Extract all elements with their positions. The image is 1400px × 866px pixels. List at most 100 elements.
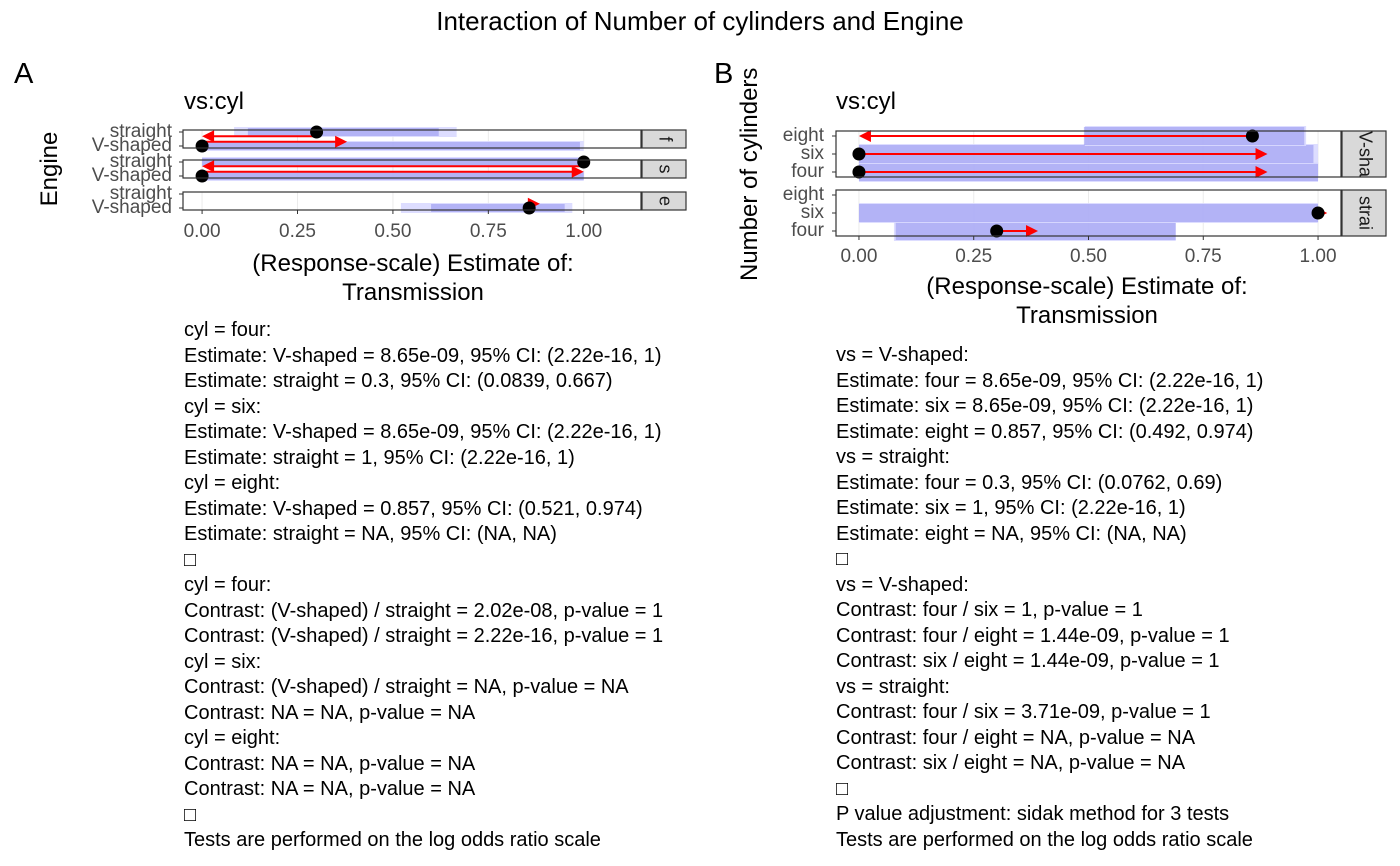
estimate-point — [852, 147, 866, 161]
y-tick-label: straight — [110, 121, 173, 142]
x-tick-label: 0.75 — [1185, 246, 1222, 267]
estimate-point — [577, 155, 591, 169]
facet-strip — [641, 129, 687, 149]
note-line: Tests are performed on the log odds rati… — [184, 829, 601, 851]
panel-a-xlabel: (Response-scale) Estimate of: Transmissi… — [180, 249, 646, 307]
note-line: cyl = eight: — [184, 727, 281, 749]
note-line: P value adjustment: sidak method for 3 t… — [836, 803, 1230, 825]
note-line: Estimate: four = 8.65e-09, 95% CI: (2.22… — [836, 369, 1264, 392]
arrow-head — [202, 130, 215, 143]
panel-a-notes: cyl = four: Estimate: V-shaped = 8.65e-09… — [184, 318, 700, 854]
note-line: □ — [836, 777, 849, 800]
note-line: Contrast: four / six = 3.71e-09, p-value… — [836, 701, 1211, 723]
panel-a-xlabel-line2: Transmission — [342, 279, 484, 306]
arrow-head — [1026, 225, 1038, 237]
facet-strip-label: s — [655, 165, 675, 174]
facet-strip-label: e — [655, 196, 675, 206]
arrow-head — [1255, 166, 1268, 178]
note-line: □ — [184, 548, 197, 571]
note-line: Estimate: straight = 1, 95% CI: (2.22e-1… — [184, 446, 575, 469]
x-tick-label: 0.50 — [374, 221, 411, 242]
facet-strip — [641, 159, 687, 179]
note-line: Estimate: eight = 0.857, 95% CI: (0.492,… — [836, 420, 1254, 443]
note-line: Contrast: (V-shaped) / straight = 2.02e-… — [184, 599, 664, 622]
facet-border — [182, 191, 642, 211]
note-line: Estimate: six = 1, 95% CI: (2.22e-16, 1) — [836, 497, 1186, 519]
note-line: Contrast: four / six = 1, p-value = 1 — [836, 599, 1143, 621]
x-tick-label: 0.25 — [955, 246, 992, 267]
panel-b-xlabel-line1: (Response-scale) Estimate of: — [926, 273, 1248, 300]
estimate-point — [852, 165, 866, 179]
y-tick-label: four — [791, 220, 824, 241]
note-line: Contrast: six / eight = 1.44e-09, p-valu… — [836, 650, 1220, 672]
note-line: Contrast: NA = NA, p-value = NA — [184, 752, 476, 775]
y-tick-label: straight — [110, 183, 173, 204]
facet-strip — [1341, 130, 1387, 178]
ci-band-inner — [202, 172, 584, 180]
y-tick-label: V-shaped — [92, 165, 172, 186]
note-line: vs = V-shaped: — [836, 573, 969, 596]
y-tick-label: eight — [783, 125, 825, 146]
note-line: Estimate: V-shaped = 8.65e-09, 95% CI: (… — [184, 421, 662, 443]
note-line: cyl = four: — [184, 574, 272, 596]
note-line: cyl = four: — [184, 319, 272, 341]
arrow-head — [335, 135, 348, 148]
panel-b-notes: vs = V-shaped: Estimate: four = 8.65e-09,… — [836, 343, 1376, 853]
note-line: vs = V-shaped: — [836, 344, 969, 366]
estimate-point — [195, 169, 209, 183]
ci-band-inner — [202, 142, 580, 150]
facet-border — [182, 159, 642, 179]
note-line: vs = straight: — [836, 446, 950, 468]
x-tick-label: 0.00 — [184, 221, 221, 242]
panel-a-xlabel-line1: (Response-scale) Estimate of: — [252, 250, 574, 277]
main-title: Interaction of Number of cylinders and E… — [436, 6, 964, 36]
note-line: Estimate: V-shaped = 8.65e-09, 95% CI: (… — [184, 344, 662, 367]
note-line: Tests are performed on the log odds rati… — [836, 828, 1253, 851]
note-line: Contrast: NA = NA, p-value = NA — [184, 701, 476, 724]
ci-band-inner — [858, 204, 1319, 222]
note-line: Estimate: eight = NA, 95% CI: (NA, NA) — [836, 522, 1187, 545]
panel-b-xlabel-line2: Transmission — [1016, 302, 1158, 329]
note-line: □ — [836, 548, 849, 570]
y-tick-label: four — [791, 161, 824, 182]
x-tick-label: 0.00 — [840, 246, 877, 267]
note-line: Contrast: four / eight = NA, p-value = N… — [836, 726, 1196, 749]
x-tick-label: 1.00 — [1300, 246, 1337, 267]
facet-strip-label: f — [655, 136, 675, 142]
estimate-point — [1311, 206, 1325, 220]
note-line: Contrast: four / eight = 1.44e-09, p-val… — [836, 624, 1230, 647]
panel-b-subtitle: vs:cyl — [836, 88, 896, 115]
estimate-point — [522, 201, 536, 215]
note-line: □ — [184, 803, 197, 826]
note-line: Estimate: V-shaped = 0.857, 95% CI: (0.5… — [184, 497, 643, 520]
arrow-head — [202, 160, 215, 173]
note-line: Estimate: four = 0.3, 95% CI: (0.0762, 0… — [836, 471, 1223, 494]
ci-band-inner — [247, 128, 439, 136]
note-line: Estimate: straight = 0.3, 95% CI: (0.083… — [184, 370, 613, 392]
y-tick-label: V-shaped — [92, 197, 172, 218]
arrow-head — [858, 130, 871, 142]
arrow-head — [1255, 148, 1268, 160]
note-line: Estimate: six = 8.65e-09, 95% CI: (2.22e… — [836, 395, 1254, 417]
estimate-point — [310, 125, 324, 139]
y-tick-label: V-shaped — [92, 135, 172, 156]
facet-strip-label: V-sha — [1355, 131, 1375, 178]
note-line: Contrast: (V-shaped) / straight = NA, p-… — [184, 676, 629, 698]
panel-a-subtitle: vs:cyl — [184, 88, 244, 115]
facet-strip — [641, 191, 687, 211]
facet-border — [182, 129, 642, 149]
arrow-head — [571, 165, 584, 178]
note-line: cyl = six: — [184, 395, 262, 418]
facet-strip — [1341, 189, 1387, 237]
ci-band-inner — [431, 204, 565, 212]
note-line: Contrast: (V-shaped) / straight = 2.22e-… — [184, 625, 664, 647]
facet-strip-label: strai — [1355, 196, 1375, 230]
x-tick-label: 0.50 — [1070, 246, 1107, 267]
ci-band-inner — [202, 158, 584, 166]
estimate-point — [195, 139, 209, 153]
